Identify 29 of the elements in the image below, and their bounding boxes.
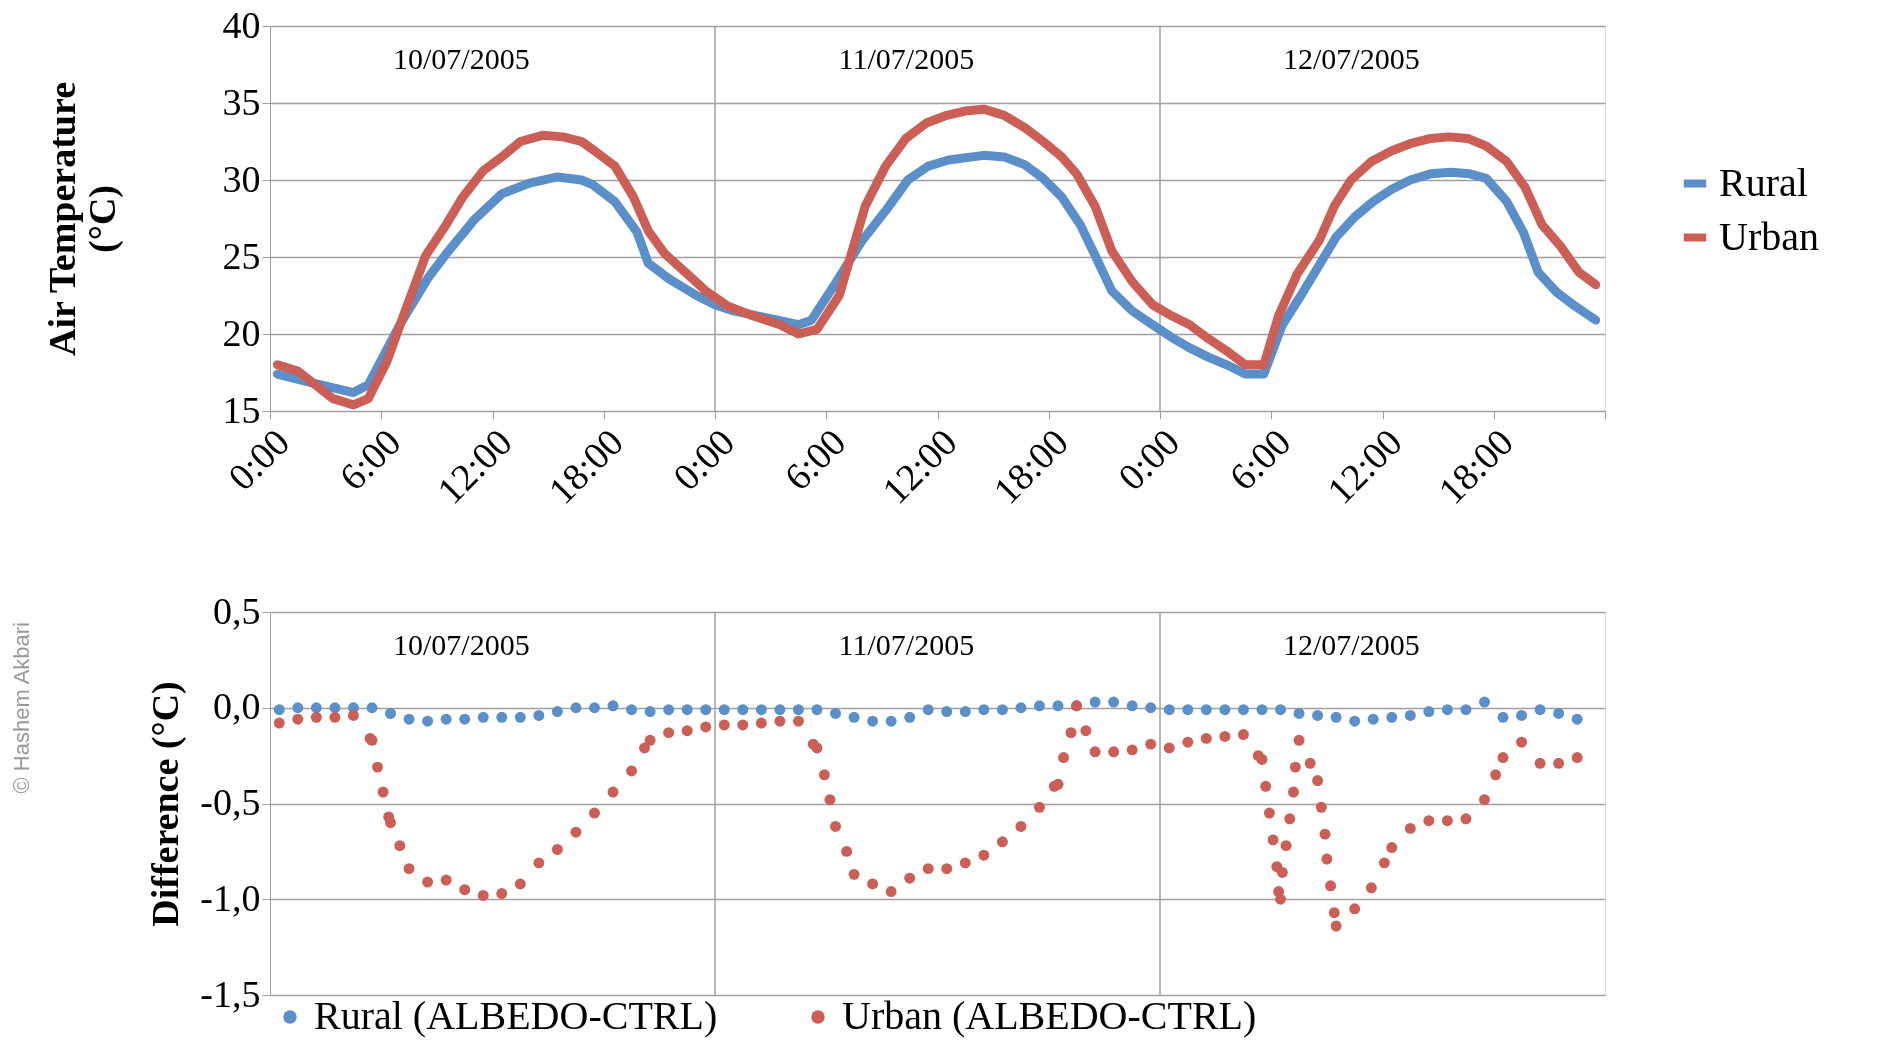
y-tick-label: 0,5	[213, 589, 261, 632]
y-tick-label: 15	[222, 388, 261, 431]
y-axis-title: Air Temperature (°C)	[40, 81, 124, 357]
y-tick-label: 35	[222, 80, 261, 123]
y-tick-label: 0,0	[213, 685, 261, 728]
x-tick-label: 6:00	[331, 420, 409, 499]
y-tick-label: 25	[222, 234, 261, 277]
annotation: 11/07/2005	[838, 628, 975, 661]
annotation: 12/07/2005	[1283, 42, 1420, 75]
y-tick-label: -1,5	[200, 972, 261, 1015]
y-tick-label: 40	[222, 3, 261, 46]
y-tick-label: 30	[222, 157, 261, 200]
legend-label: Rural (ALBEDO-CTRL)	[314, 993, 718, 1038]
x-tick-label: 6:00	[1221, 420, 1299, 499]
y-tick-label: -0,5	[200, 781, 261, 823]
text: © Hashem Akbari	[9, 622, 34, 794]
x-tick-label: 6:00	[776, 420, 854, 499]
y-axis-title: Difference (°C)	[144, 681, 188, 927]
legend-label: Urban (ALBEDO-CTRL)	[842, 993, 1257, 1038]
annotation: 11/07/2005	[838, 42, 975, 75]
legend-label: Urban	[1719, 213, 1819, 259]
annotation: 12/07/2005	[1283, 628, 1420, 661]
legend-label: Rural	[1719, 159, 1808, 205]
y-tick-label: 20	[222, 311, 261, 354]
x-tick-label: 0:00	[664, 420, 743, 499]
annotation: 10/07/2005	[393, 628, 530, 661]
annotation: 10/07/2005	[393, 42, 530, 75]
x-tick-label: 0:00	[1109, 420, 1188, 499]
y-tick-label: -1,0	[200, 876, 261, 919]
